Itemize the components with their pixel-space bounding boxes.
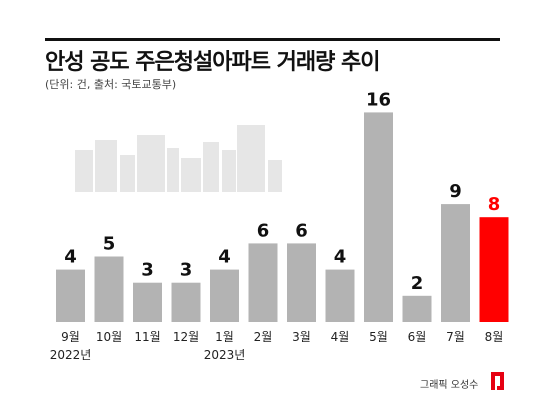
bar-6 <box>248 243 278 322</box>
value-label-8: 4 <box>334 247 347 268</box>
category-label-5: 1월 <box>215 330 234 344</box>
bar-12 <box>479 217 509 322</box>
skyline-building <box>222 150 236 192</box>
bars-group <box>56 112 509 323</box>
skyline-building <box>167 148 179 192</box>
skyline-building <box>203 142 219 192</box>
value-label-12: 8 <box>488 194 501 215</box>
category-label-2: 10월 <box>96 330 122 344</box>
value-label-1: 4 <box>64 247 77 268</box>
chart-subtitle: (단위: 건, 출처: 국토교통부) <box>45 78 177 91</box>
bar-8 <box>325 269 355 322</box>
skyline-building <box>181 158 201 192</box>
value-label-3: 3 <box>141 260 154 281</box>
bar-10 <box>402 295 432 322</box>
skyline-building <box>237 125 265 192</box>
skyline-building <box>120 155 135 192</box>
bar-1 <box>56 269 85 322</box>
value-label-11: 9 <box>449 181 462 202</box>
labels-group: 4 9월 5 10월 3 11월 3 12월 4 1월 6 2월 6 3월 4 4월 16 5월 2 6월 9 7월 8 8월… <box>50 89 504 362</box>
publisher-logo-icon <box>491 372 504 390</box>
value-label-2: 5 <box>103 234 116 255</box>
value-label-6: 6 <box>257 220 270 241</box>
value-label-4: 3 <box>180 260 193 281</box>
category-label-6: 2월 <box>254 330 273 344</box>
category-label-8: 4월 <box>331 330 350 344</box>
year-label-2: 2023년 <box>204 348 246 362</box>
year-label-1: 2022년 <box>50 348 92 362</box>
category-label-1: 9월 <box>61 330 80 344</box>
skyline-building <box>268 160 282 192</box>
bar-4 <box>171 282 201 322</box>
bar-9 <box>364 112 393 323</box>
category-label-9: 5월 <box>369 330 388 344</box>
value-label-5: 4 <box>218 247 231 268</box>
skyline-building <box>75 150 93 192</box>
graphic-credit: 그래픽 오성수 <box>420 380 479 391</box>
bar-11 <box>441 204 470 322</box>
value-label-7: 6 <box>295 220 308 241</box>
category-label-11: 7월 <box>446 330 465 344</box>
value-label-10: 2 <box>411 273 424 294</box>
city-skyline-illustration <box>75 125 282 192</box>
bar-3 <box>133 282 162 322</box>
skyline-building <box>95 140 117 192</box>
skyline-building <box>137 135 165 192</box>
category-label-12: 8월 <box>485 330 504 344</box>
bar-2 <box>94 256 124 322</box>
title-rule <box>45 38 500 41</box>
category-label-10: 6월 <box>408 330 427 344</box>
bar-5 <box>210 269 239 322</box>
value-label-9: 16 <box>366 89 391 110</box>
category-label-7: 3월 <box>292 330 311 344</box>
bar-7 <box>287 243 316 322</box>
chart-title: 안성 공도 주은청설아파트 거래량 추이 <box>45 50 380 75</box>
category-label-4: 12월 <box>173 330 199 344</box>
category-label-3: 11월 <box>134 330 160 344</box>
